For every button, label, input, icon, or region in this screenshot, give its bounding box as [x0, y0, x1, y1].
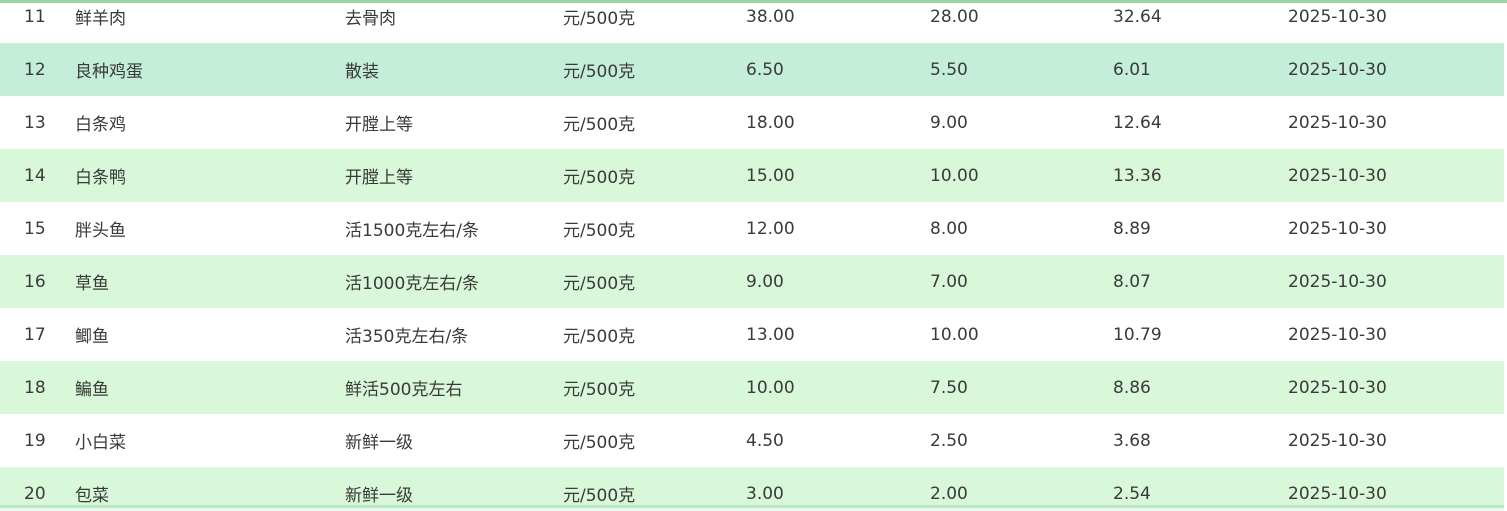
seq-cell: 20	[24, 483, 46, 504]
table-row[interactable]: 20 包菜 新鲜一级 元/500克 3.00 2.00 2.54 2025-10…	[0, 467, 1504, 511]
avg-price-cell: 8.86	[1113, 377, 1151, 398]
avg-price-cell: 8.89	[1113, 218, 1151, 239]
unit-cell: 元/500克	[563, 327, 636, 347]
date-cell: 2025-10-30	[1288, 59, 1387, 80]
high-price-cell: 4.50	[746, 430, 784, 451]
low-price-cell: 2.50	[930, 430, 968, 451]
high-price-cell: 9.00	[746, 271, 784, 292]
table-bottom-divider	[0, 505, 1504, 508]
avg-price-cell: 10.79	[1113, 324, 1162, 345]
date-cell: 2025-10-30	[1288, 165, 1387, 186]
unit-cell: 元/500克	[563, 221, 636, 241]
spec-cell: 新鲜一级	[345, 486, 413, 506]
table-row[interactable]: 14 白条鸭 开膛上等 元/500克 15.00 10.00 13.36 202…	[0, 149, 1504, 202]
unit-cell: 元/500克	[563, 380, 636, 400]
unit-cell: 元/500克	[563, 274, 636, 294]
high-price-cell: 13.00	[746, 324, 795, 345]
avg-price-cell: 2.54	[1113, 483, 1151, 504]
seq-cell: 19	[24, 430, 46, 451]
spec-cell: 去骨肉	[345, 9, 396, 29]
seq-cell: 17	[24, 324, 46, 345]
avg-price-cell: 13.36	[1113, 165, 1162, 186]
spec-cell: 鲜活500克左右	[345, 380, 463, 400]
high-price-cell: 18.00	[746, 112, 795, 133]
product-name-cell: 白条鸡	[75, 115, 126, 135]
date-cell: 2025-10-30	[1288, 377, 1387, 398]
high-price-cell: 12.00	[746, 218, 795, 239]
unit-cell: 元/500克	[563, 115, 636, 135]
spec-cell: 散装	[345, 62, 379, 82]
date-cell: 2025-10-30	[1288, 6, 1387, 27]
date-cell: 2025-10-30	[1288, 483, 1387, 504]
product-name-cell: 小白菜	[75, 433, 126, 453]
date-cell: 2025-10-30	[1288, 430, 1387, 451]
low-price-cell: 28.00	[930, 6, 979, 27]
table-row[interactable]: 13 白条鸡 开膛上等 元/500克 18.00 9.00 12.64 2025…	[0, 96, 1504, 149]
unit-cell: 元/500克	[563, 433, 636, 453]
seq-cell: 15	[24, 218, 46, 239]
table-row[interactable]: 11 鲜羊肉 去骨肉 元/500克 38.00 28.00 32.64 2025…	[0, 0, 1504, 43]
low-price-cell: 2.00	[930, 483, 968, 504]
right-gutter	[1504, 3, 1507, 511]
product-name-cell: 胖头鱼	[75, 221, 126, 241]
table-row[interactable]: 16 草鱼 活1000克左右/条 元/500克 9.00 7.00 8.07 2…	[0, 255, 1504, 308]
seq-cell: 14	[24, 165, 46, 186]
unit-cell: 元/500克	[563, 9, 636, 29]
low-price-cell: 5.50	[930, 59, 968, 80]
avg-price-cell: 12.64	[1113, 112, 1162, 133]
high-price-cell: 15.00	[746, 165, 795, 186]
table-top-divider	[0, 0, 1507, 3]
spec-cell: 开膛上等	[345, 115, 413, 135]
avg-price-cell: 8.07	[1113, 271, 1151, 292]
seq-cell: 18	[24, 377, 46, 398]
high-price-cell: 10.00	[746, 377, 795, 398]
table-bottom-edge	[0, 508, 1504, 511]
seq-cell: 11	[24, 6, 46, 27]
table-row[interactable]: 12 良种鸡蛋 散装 元/500克 6.50 5.50 6.01 2025-10…	[0, 43, 1504, 96]
high-price-cell: 38.00	[746, 6, 795, 27]
unit-cell: 元/500克	[563, 168, 636, 188]
low-price-cell: 10.00	[930, 165, 979, 186]
product-name-cell: 鲫鱼	[75, 327, 109, 347]
seq-cell: 13	[24, 112, 46, 133]
low-price-cell: 9.00	[930, 112, 968, 133]
table-row[interactable]: 17 鲫鱼 活350克左右/条 元/500克 13.00 10.00 10.79…	[0, 308, 1504, 361]
product-name-cell: 鲜羊肉	[75, 9, 126, 29]
spec-cell: 活1500克左右/条	[345, 221, 479, 241]
product-name-cell: 草鱼	[75, 274, 109, 294]
date-cell: 2025-10-30	[1288, 218, 1387, 239]
product-name-cell: 白条鸭	[75, 168, 126, 188]
high-price-cell: 6.50	[746, 59, 784, 80]
table-row[interactable]: 18 鳊鱼 鲜活500克左右 元/500克 10.00 7.50 8.86 20…	[0, 361, 1504, 414]
high-price-cell: 3.00	[746, 483, 784, 504]
product-name-cell: 良种鸡蛋	[75, 62, 143, 82]
avg-price-cell: 6.01	[1113, 59, 1151, 80]
date-cell: 2025-10-30	[1288, 324, 1387, 345]
low-price-cell: 7.50	[930, 377, 968, 398]
product-name-cell: 鳊鱼	[75, 380, 109, 400]
low-price-cell: 7.00	[930, 271, 968, 292]
spec-cell: 新鲜一级	[345, 433, 413, 453]
table-row[interactable]: 19 小白菜 新鲜一级 元/500克 4.50 2.50 3.68 2025-1…	[0, 414, 1504, 467]
spec-cell: 活350克左右/条	[345, 327, 469, 347]
low-price-cell: 8.00	[930, 218, 968, 239]
unit-cell: 元/500克	[563, 486, 636, 506]
seq-cell: 12	[24, 59, 46, 80]
date-cell: 2025-10-30	[1288, 112, 1387, 133]
spec-cell: 开膛上等	[345, 168, 413, 188]
table-row[interactable]: 15 胖头鱼 活1500克左右/条 元/500克 12.00 8.00 8.89…	[0, 202, 1504, 255]
unit-cell: 元/500克	[563, 62, 636, 82]
low-price-cell: 10.00	[930, 324, 979, 345]
spec-cell: 活1000克左右/条	[345, 274, 479, 294]
product-name-cell: 包菜	[75, 486, 109, 506]
seq-cell: 16	[24, 271, 46, 292]
date-cell: 2025-10-30	[1288, 271, 1387, 292]
avg-price-cell: 3.68	[1113, 430, 1151, 451]
avg-price-cell: 32.64	[1113, 6, 1162, 27]
